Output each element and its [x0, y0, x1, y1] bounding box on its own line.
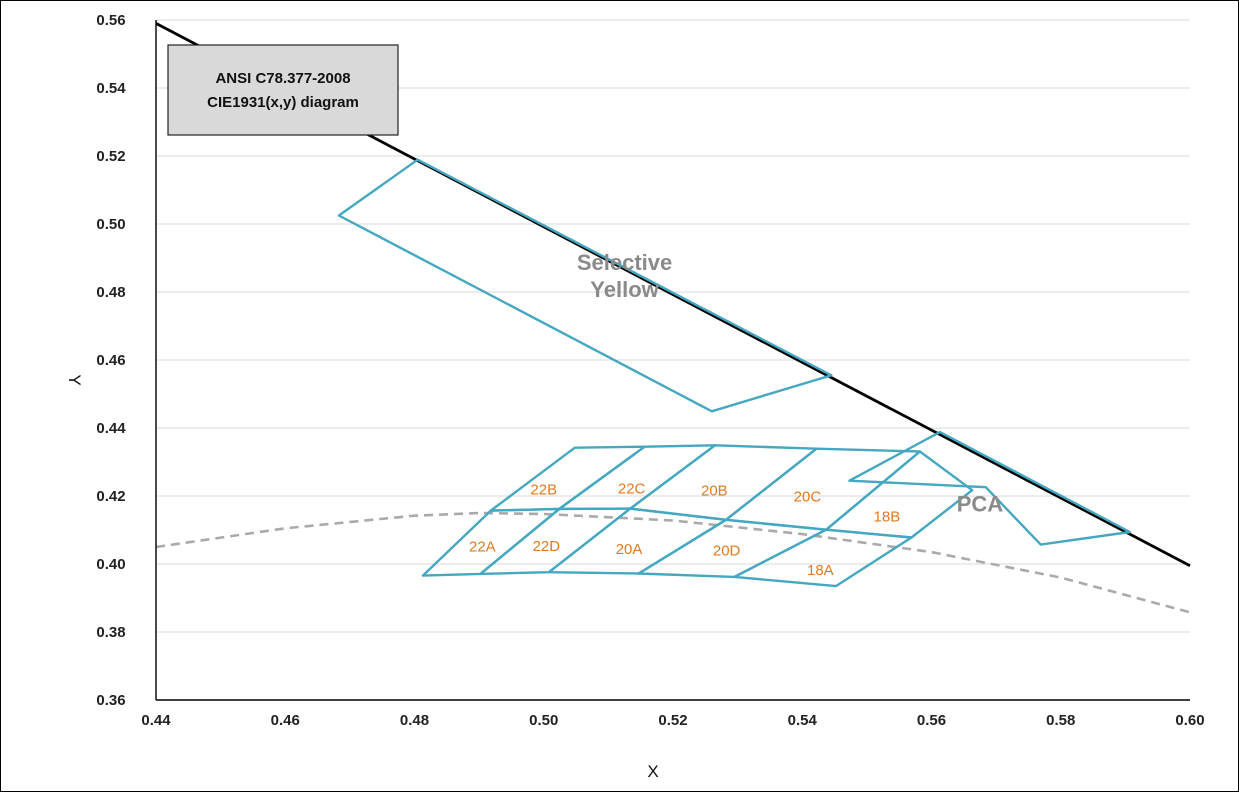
- region-label: 20D: [713, 543, 741, 560]
- y-tick-label: 0.48: [96, 284, 125, 301]
- title-box-line-2: CIE1931(x,y) diagram: [207, 94, 359, 111]
- planckian-locus-curve: [155, 511, 1191, 614]
- x-tick-label: 0.50: [529, 712, 558, 729]
- y-tick-label: 0.42: [96, 488, 125, 505]
- y-tick-label: 0.40: [96, 556, 125, 573]
- x-tick-label: 0.48: [400, 712, 429, 729]
- y-tick-label: 0.50: [96, 216, 125, 233]
- region-label: 20A: [616, 541, 643, 558]
- region-selective-yellow: [337, 158, 833, 413]
- region-label: Yellow: [590, 277, 659, 302]
- x-tick-label: 0.58: [1046, 712, 1075, 729]
- x-tick-label: 0.44: [141, 712, 171, 729]
- x-axis-ticks: 0.44 0.46 0.48 0.50 0.52 0.54 0.56 0.58 0.60: [141, 712, 1204, 729]
- title-box-background: [167, 44, 399, 136]
- y-tick-label: 0.36: [96, 692, 125, 709]
- x-tick-label: 0.60: [1175, 712, 1204, 729]
- x-tick-label: 0.52: [658, 712, 687, 729]
- region-pca: [848, 430, 1132, 546]
- region-label: 20C: [794, 489, 822, 506]
- y-tick-label: 0.54: [96, 80, 126, 97]
- y-tick-label: 0.38: [96, 624, 125, 641]
- y-tick-label: 0.46: [96, 352, 125, 369]
- title-box: ANSI C78.377-2008 CIE1931(x,y) diagram: [167, 44, 399, 136]
- region-label: 22D: [533, 538, 561, 555]
- region-label: 20B: [701, 483, 728, 500]
- y-axis-ticks: 0.36 0.38 0.40 0.42 0.44 0.46 0.48 0.50 0.52 0.54…: [96, 12, 126, 709]
- x-tick-label: 0.54: [788, 712, 818, 729]
- region-label: Selective: [577, 250, 672, 275]
- region-label: 22A: [469, 539, 496, 556]
- y-tick-label: 0.44: [96, 420, 126, 437]
- regions: [337, 158, 1132, 588]
- x-axis-label: X: [647, 762, 658, 781]
- title-box-line-1: ANSI C78.377-2008: [215, 70, 350, 87]
- region-22c: [558, 444, 717, 511]
- x-tick-label: 0.46: [271, 712, 300, 729]
- region-18a: [733, 528, 913, 588]
- y-axis-label: Y: [65, 374, 84, 385]
- y-tick-label: 0.52: [96, 148, 125, 165]
- region-label: 22B: [530, 482, 557, 499]
- x-tick-label: 0.56: [917, 712, 946, 729]
- region-22b: [489, 445, 646, 512]
- region-label: 18B: [874, 509, 901, 526]
- region-label: 18A: [807, 562, 834, 579]
- y-tick-label: 0.56: [96, 12, 125, 29]
- region-label: PCA: [957, 492, 1004, 517]
- region-label: 22C: [618, 480, 646, 497]
